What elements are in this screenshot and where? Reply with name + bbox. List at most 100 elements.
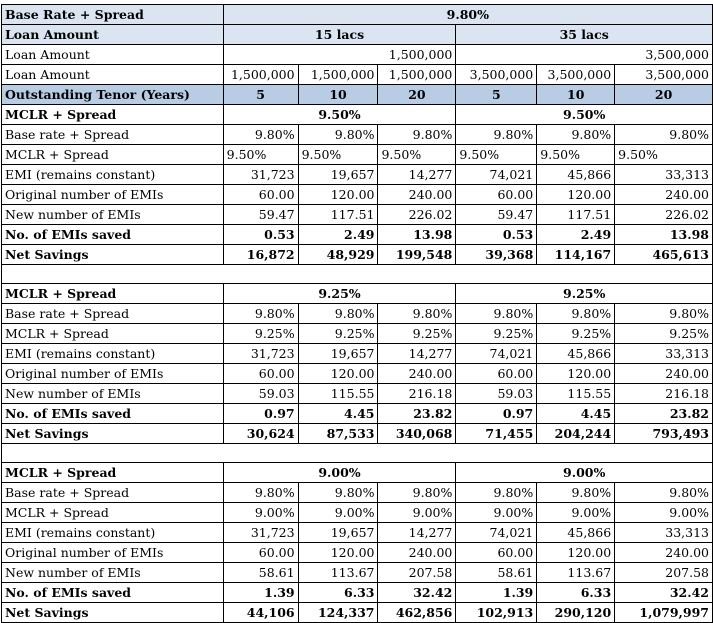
- value-cell: 60.00: [222, 184, 299, 205]
- value-cell: 9.80%: [377, 124, 457, 145]
- table-body: Base Rate + Spread 9.80% Loan Amount 15 …: [1, 4, 713, 623]
- value-cell: 226.02: [614, 204, 713, 225]
- value-cell: 31,723: [222, 522, 299, 543]
- value-cell: 19,657: [297, 522, 379, 543]
- section-header-row: MCLR + Spread 9.00% 9.00%: [1, 462, 713, 483]
- value-cell: 23.82: [377, 403, 457, 424]
- value-cell: 60.00: [455, 542, 538, 563]
- value-cell: 9.00%: [455, 502, 538, 523]
- value-cell: 32.42: [377, 582, 457, 603]
- table-row-new-number-of-emis: New number of EMIs 59.03 115.55 216.18 59.03…: [1, 383, 713, 404]
- value-cell: 9.25%: [377, 323, 457, 344]
- table-row-base-rate-spread: Base rate + Spread 9.80% 9.80% 9.80% 9.80% 9.…: [1, 303, 713, 324]
- value-cell: 9.80%: [614, 482, 713, 503]
- value-cell: 45,866: [536, 164, 616, 185]
- table-row-original-number-of-emis: Original number of EMIs 60.00 120.00 240.00…: [1, 363, 713, 384]
- row-label: No. of EMIs saved: [1, 582, 224, 603]
- value-cell: 4.45: [536, 403, 616, 424]
- value-cell: 207.58: [614, 562, 713, 583]
- table-row-mclr-spread: MCLR + Spread 9.00% 9.00% 9.00% 9.00% 9.00% 9.…: [1, 502, 713, 523]
- value-cell: 113.67: [297, 562, 379, 583]
- tenor-cell: 5: [222, 84, 299, 105]
- value-cell: 32.42: [614, 582, 713, 603]
- row-label: Original number of EMIs: [1, 184, 224, 205]
- row-label: MCLR + Spread: [1, 144, 224, 165]
- value-cell: 120.00: [536, 542, 616, 563]
- table-row-net-savings: Net Savings 30,624 87,533 340,068 71,455 204,…: [1, 423, 713, 444]
- section-spacer: [1, 443, 713, 463]
- loan-amount-label: Loan Amount: [1, 44, 224, 65]
- tenor-row: Outstanding Tenor (Years) 5 10 20 5 10 2…: [1, 84, 713, 105]
- value-cell: 120.00: [297, 184, 379, 205]
- loan-group-row: Loan Amount 15 lacs 35 lacs: [1, 24, 713, 45]
- loan-amount-cell: 1,500,000: [222, 64, 299, 85]
- loan-amount-group-2: 3,500,000: [455, 44, 713, 65]
- value-cell: 9.00%: [297, 502, 379, 523]
- table-row-mclr-spread: MCLR + Spread 9.50% 9.50% 9.50% 9.50% 9.50% 9.…: [1, 144, 713, 165]
- loan-amount-cell: 1,500,000: [297, 64, 379, 85]
- value-cell: 13.98: [614, 224, 713, 245]
- value-cell: 240.00: [377, 542, 457, 563]
- value-cell: 59.47: [222, 204, 299, 225]
- value-cell: 59.03: [455, 383, 538, 404]
- value-cell: 58.61: [455, 562, 538, 583]
- base-rate-value: 9.80%: [222, 4, 713, 25]
- value-cell: 9.80%: [455, 482, 538, 503]
- value-cell: 9.80%: [614, 124, 713, 145]
- row-label: Original number of EMIs: [1, 363, 224, 384]
- value-cell: 1.39: [455, 582, 538, 603]
- section-title: MCLR + Spread: [1, 462, 224, 483]
- table-row-no-of-emis-saved: No. of EMIs saved 0.97 4.45 23.82 0.97 4.45 23…: [1, 403, 713, 424]
- value-cell: 14,277: [377, 164, 457, 185]
- row-label: New number of EMIs: [1, 204, 224, 225]
- value-cell: 9.50%: [536, 144, 616, 165]
- row-label: Base rate + Spread: [1, 303, 224, 324]
- value-cell: 9.25%: [536, 323, 616, 344]
- value-cell: 9.80%: [297, 124, 379, 145]
- value-cell: 74,021: [455, 522, 538, 543]
- value-cell: 207.58: [377, 562, 457, 583]
- row-label: No. of EMIs saved: [1, 403, 224, 424]
- table-row-original-number-of-emis: Original number of EMIs 60.00 120.00 240.00…: [1, 184, 713, 205]
- row-label: New number of EMIs: [1, 383, 224, 404]
- value-cell: 6.33: [536, 582, 616, 603]
- table-row-emi-remains-constant: EMI (remains constant) 31,723 19,657 14,277…: [1, 164, 713, 185]
- tenor-cell: 10: [536, 84, 616, 105]
- value-cell: 240.00: [377, 184, 457, 205]
- value-cell: 30,624: [222, 423, 299, 444]
- value-cell: 33,313: [614, 522, 713, 543]
- value-cell: 9.80%: [222, 482, 299, 503]
- value-cell: 71,455: [455, 423, 538, 444]
- value-cell: 13.98: [377, 224, 457, 245]
- value-cell: 117.51: [297, 204, 379, 225]
- table-row-original-number-of-emis: Original number of EMIs 60.00 120.00 240.00…: [1, 542, 713, 563]
- value-cell: 0.53: [455, 224, 538, 245]
- value-cell: 6.33: [297, 582, 379, 603]
- value-cell: 60.00: [222, 542, 299, 563]
- row-label: EMI (remains constant): [1, 164, 224, 185]
- loan-amount-summary-row: Loan Amount 1,500,000 3,500,000: [1, 44, 713, 65]
- loan-amount-cell: 3,500,000: [614, 64, 713, 85]
- row-label: New number of EMIs: [1, 562, 224, 583]
- value-cell: 48,929: [297, 244, 379, 265]
- value-cell: 45,866: [536, 343, 616, 364]
- table-row-mclr-spread: MCLR + Spread 9.25% 9.25% 9.25% 9.25% 9.25% 9.…: [1, 323, 713, 344]
- value-cell: 9.80%: [614, 303, 713, 324]
- value-cell: 39,368: [455, 244, 538, 265]
- value-cell: 74,021: [455, 343, 538, 364]
- section-header-row: MCLR + Spread 9.50% 9.50%: [1, 104, 713, 125]
- row-label: EMI (remains constant): [1, 343, 224, 364]
- row-label: MCLR + Spread: [1, 323, 224, 344]
- value-cell: 9.80%: [536, 124, 616, 145]
- value-cell: 9.50%: [222, 144, 299, 165]
- tenor-cell: 5: [455, 84, 538, 105]
- value-cell: 9.50%: [455, 144, 538, 165]
- group-15-lacs: 15 lacs: [222, 24, 457, 45]
- row-label: Original number of EMIs: [1, 542, 224, 563]
- section-title: MCLR + Spread: [1, 283, 224, 304]
- row-label: Base rate + Spread: [1, 124, 224, 145]
- value-cell: 9.80%: [455, 124, 538, 145]
- value-cell: 9.25%: [455, 323, 538, 344]
- value-cell: 9.80%: [455, 303, 538, 324]
- value-cell: 14,277: [377, 522, 457, 543]
